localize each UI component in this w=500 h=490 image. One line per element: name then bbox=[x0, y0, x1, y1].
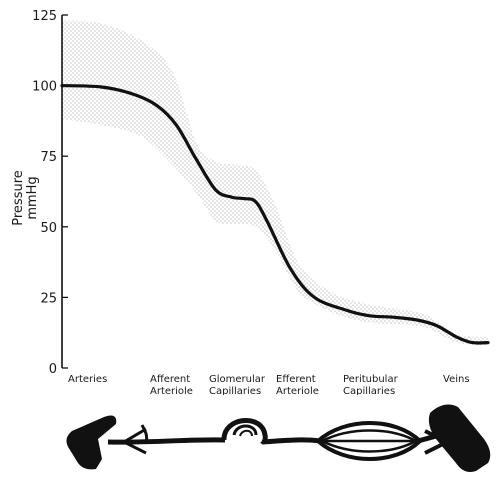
segment-label-line2: Capillaries bbox=[343, 386, 395, 395]
segment-label-line2: Arteriole bbox=[276, 386, 319, 395]
mean-pressure-line bbox=[60, 84, 490, 345]
segment-label-line2: Arteriole bbox=[150, 386, 193, 395]
segment-label-line2: Capillaries bbox=[209, 386, 261, 395]
y-tick-label: 125 bbox=[32, 9, 57, 24]
nephron-vessel-diagram bbox=[66, 404, 491, 472]
glomerulus-shape bbox=[221, 418, 268, 445]
y-tick-label: 0 bbox=[49, 362, 57, 377]
y-axis-title: Pressure mmHg bbox=[11, 170, 40, 226]
segment-label-line1: Arteries bbox=[68, 374, 107, 385]
segment-label: Arteries bbox=[68, 374, 107, 385]
efferent-vessel bbox=[261, 437, 321, 445]
segment-labels: Arteries AfferentArterioleGlomerularCapil… bbox=[68, 374, 470, 395]
arteriole-vessel bbox=[107, 424, 226, 455]
segment-label-line1: Afferent bbox=[150, 374, 190, 385]
vein-shape bbox=[417, 404, 491, 472]
segment-label-line1: Efferent bbox=[276, 374, 316, 385]
y-axis-unit: mmHg bbox=[25, 176, 40, 219]
segment-label: Veins bbox=[443, 374, 470, 385]
y-axis-label: Pressure bbox=[11, 170, 26, 226]
segment-label-line1: Peritubular bbox=[343, 374, 399, 385]
pressure-range-layer bbox=[62, 20, 488, 346]
y-tick-label: 100 bbox=[32, 80, 57, 95]
segment-label-line1: Veins bbox=[443, 374, 470, 385]
artery-shape bbox=[66, 415, 117, 470]
segment-label-line1: Glomerular bbox=[209, 374, 266, 385]
y-tick-label: 75 bbox=[40, 150, 57, 165]
mean-pressure-layer bbox=[60, 84, 490, 345]
y-tick-label: 50 bbox=[40, 221, 57, 236]
peritubular-capillary-shape bbox=[316, 421, 422, 461]
pressure-range-band bbox=[62, 20, 488, 346]
y-tick-labels: 0 25 50 75 100 125 bbox=[32, 9, 57, 377]
y-tick-label: 25 bbox=[40, 291, 57, 306]
